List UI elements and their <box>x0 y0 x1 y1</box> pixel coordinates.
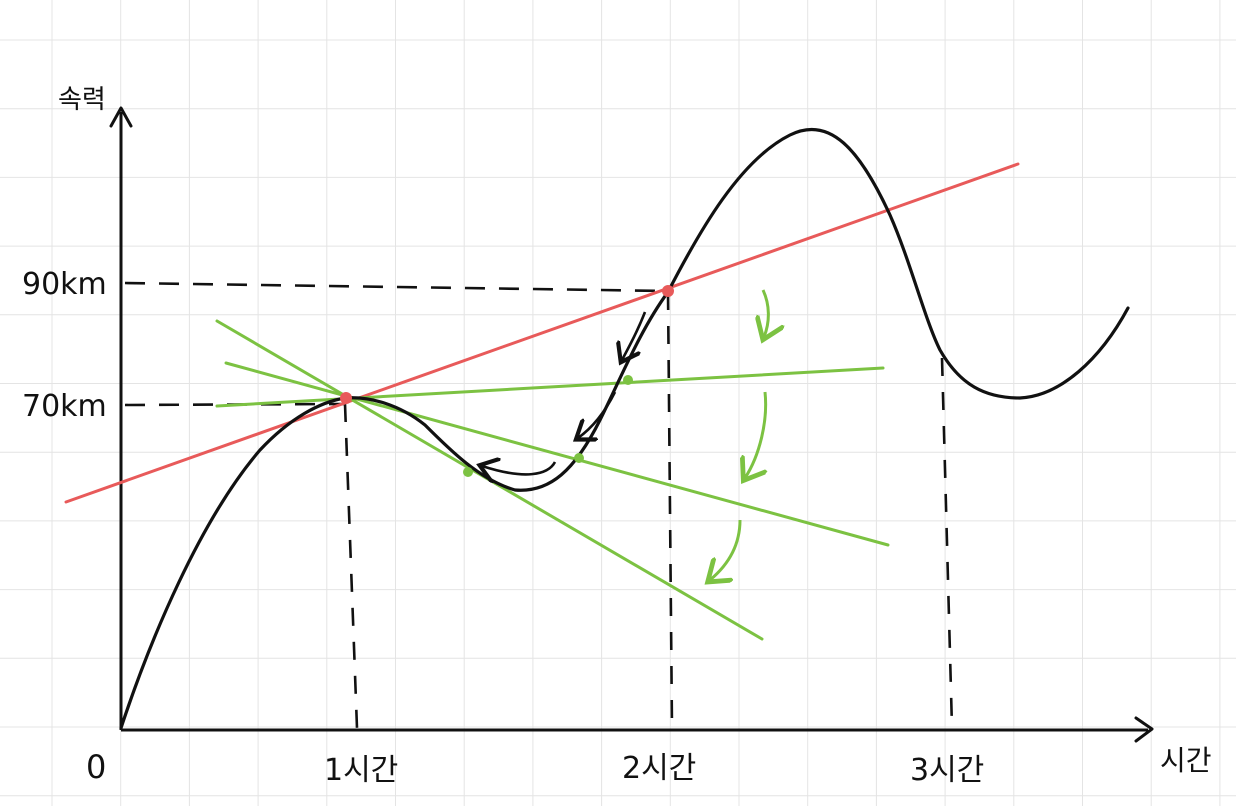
curve-arrow-3 <box>482 462 557 474</box>
speed-curve <box>119 127 1130 730</box>
secant-line <box>64 162 1020 504</box>
rotation-arrow-3 <box>710 519 742 580</box>
rotation-arrow-2 <box>745 391 766 478</box>
guide-2h <box>666 291 674 729</box>
x-tick-2h: 2시간 <box>622 751 696 786</box>
x-tick-3h: 3시간 <box>910 753 984 788</box>
y-tick-70km: 70km <box>22 389 107 424</box>
green-line-2 <box>224 361 890 547</box>
green-line-1 <box>215 366 885 408</box>
green-point-2 <box>574 453 584 463</box>
y-axis-arrow-icon <box>109 106 133 128</box>
point-2h <box>662 285 674 297</box>
y-axis-label: 속력 <box>58 85 106 115</box>
guide-3h <box>940 357 954 729</box>
curve-arrow-2 <box>578 391 617 438</box>
rotation-arrow-1 <box>763 289 768 337</box>
origin-label: 0 <box>86 748 106 786</box>
point-1h <box>340 392 352 404</box>
y-tick-90km: 90km <box>22 267 107 302</box>
green-point-1 <box>623 375 633 385</box>
x-axis-arrow-icon <box>1134 716 1154 743</box>
curve-arrow-1 <box>622 311 647 360</box>
green-point-3 <box>463 467 473 477</box>
guide-90km <box>124 281 669 293</box>
x-tick-1h: 1시간 <box>324 753 398 788</box>
x-axis-label: 시간 <box>1160 744 1212 777</box>
